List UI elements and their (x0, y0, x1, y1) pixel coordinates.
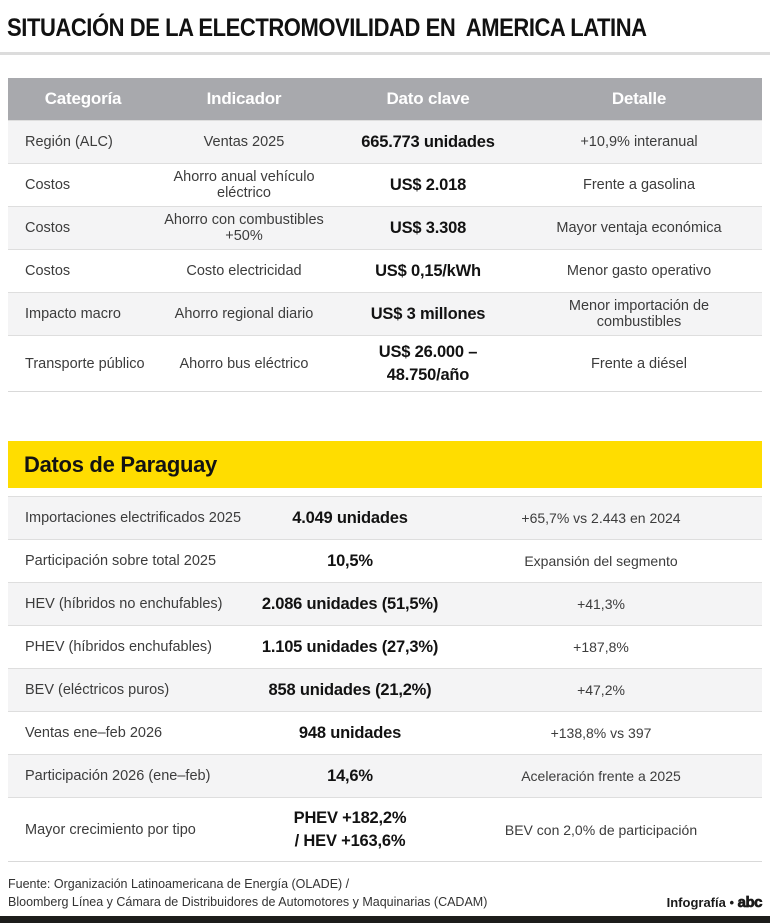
table-row: Transporte público Ahorro bus eléctrico … (8, 335, 762, 391)
cell-detail: +187,8% (573, 639, 629, 655)
cell-value: 14,6% (327, 766, 373, 785)
column-header-detalle: Detalle (611, 89, 667, 108)
title-divider (0, 52, 770, 55)
cell-dato-clave: US$ 3.308 (389, 218, 467, 237)
source-line-1: Fuente: Organización Latinoamericana de … (8, 876, 350, 891)
cell-label: Participación sobre total 2025 (25, 553, 217, 569)
cell-dato-clave: US$ 2.018 (389, 175, 467, 194)
table-row: Costos Ahorro con combustibles +50% US$ … (8, 206, 762, 249)
bottom-bar (0, 916, 770, 923)
paraguay-section-title: Datos de Paraguay (24, 451, 217, 477)
alc-table-header-row: Categoría Indicador Dato clave Detalle (8, 78, 762, 120)
cell-dato-clave: US$ 0,15/kWh (375, 261, 481, 280)
source-line-2: Bloomberg Línea y Cámara de Distribuidor… (8, 894, 488, 909)
alc-table: Categoría Indicador Dato clave Detalle R… (8, 78, 762, 392)
cell-categoria: Impacto macro (25, 306, 121, 322)
cell-categoria: Costos (25, 263, 71, 279)
cell-detalle: Mayor ventaja económica (556, 220, 722, 236)
cell-value: 1.105 unidades (27,3%) (261, 637, 439, 656)
cell-detail: +41,3% (577, 596, 625, 612)
cell-indicador: Costo electricidad (186, 263, 302, 279)
cell-detalle: Frente a gasolina (582, 177, 696, 193)
cell-indicador: Ahorro anual vehículo eléctrico (173, 169, 315, 201)
cell-label: Mayor crecimiento por tipo (25, 821, 196, 838)
infographic-credit: Infografía • abc (666, 894, 763, 912)
cell-value: 858 unidades (21,2%) (268, 680, 432, 699)
cell-categoria: Costos (25, 220, 71, 236)
cell-detail: +138,8% vs 397 (550, 725, 652, 741)
cell-value: 10,5% (327, 551, 373, 570)
table-row: Mayor crecimiento por tipo PHEV +182,2% … (8, 797, 762, 861)
cell-dato-clave: US$ 26.000 – 48.750/año (378, 343, 478, 384)
column-header-dato-clave: Dato clave (386, 89, 470, 108)
table-row: Participación 2026 (ene–feb) 14,6% Acele… (8, 754, 762, 797)
footer: Fuente: Organización Latinoamericana de … (8, 875, 763, 912)
cell-detalle: Menor gasto operativo (566, 263, 712, 279)
table-row: Costos Costo electricidad US$ 0,15/kWh M… (8, 249, 762, 292)
cell-indicador: Ahorro regional diario (174, 306, 314, 322)
cell-indicador: Ahorro con combustibles +50% (164, 212, 324, 244)
cell-label: Importaciones electrificados 2025 (25, 510, 242, 526)
column-header-categoria: Categoría (44, 89, 122, 108)
table-row: Impacto macro Ahorro regional diario US$… (8, 292, 762, 335)
cell-label: Participación 2026 (ene–feb) (25, 768, 211, 784)
cell-categoria: Región (ALC) (25, 134, 113, 150)
table-row: Importaciones electrificados 2025 4.049 … (8, 496, 762, 539)
table-row: HEV (híbridos no enchufables) 2.086 unid… (8, 582, 762, 625)
table-row: Costos Ahorro anual vehículo eléctrico U… (8, 163, 762, 206)
table-row: PHEV (híbridos enchufables) 1.105 unidad… (8, 625, 762, 668)
cell-detail: Aceleración frente a 2025 (521, 768, 681, 784)
source-attribution: Fuente: Organización Latinoamericana de … (8, 875, 487, 911)
credit-label: Infografía • (666, 895, 735, 910)
cell-label: PHEV (híbridos enchufables) (25, 639, 212, 655)
cell-detalle: Menor importación de combustibles (568, 298, 710, 330)
cell-label: Ventas ene–feb 2026 (25, 725, 163, 741)
cell-detail: +65,7% vs 2.443 en 2024 (521, 510, 681, 526)
abc-logo: abc (737, 894, 763, 912)
cell-detalle: Frente a diésel (591, 355, 687, 372)
table-row: Región (ALC) Ventas 2025 665.773 unidade… (8, 120, 762, 163)
cell-detail: +47,2% (577, 682, 625, 698)
cell-value: PHEV +182,2% / HEV +163,6% (293, 809, 407, 850)
cell-categoria: Costos (25, 177, 71, 193)
table-row: BEV (eléctricos puros) 858 unidades (21,… (8, 668, 762, 711)
cell-categoria: Transporte público (25, 355, 145, 372)
paraguay-section-banner: Datos de Paraguay (8, 441, 762, 488)
cell-label: BEV (eléctricos puros) (25, 682, 170, 698)
cell-indicador: Ahorro bus eléctrico (179, 355, 309, 372)
cell-detail: Expansión del segmento (524, 553, 678, 569)
cell-label: HEV (híbridos no enchufables) (25, 596, 223, 612)
cell-dato-clave: 665.773 unidades (361, 132, 495, 151)
table-row: Ventas ene–feb 2026 948 unidades +138,8%… (8, 711, 762, 754)
cell-value: 2.086 unidades (51,5%) (261, 594, 439, 613)
page-title: SITUACIÓN DE LA ELECTROMOVILIDAD EN AMER… (7, 14, 647, 42)
cell-indicador: Ventas 2025 (203, 134, 285, 150)
cell-detail: BEV con 2,0% de participación (504, 821, 698, 838)
paraguay-table: Importaciones electrificados 2025 4.049 … (8, 496, 762, 862)
cell-detalle: +10,9% interanual (580, 134, 698, 150)
table-row: Participación sobre total 2025 10,5% Exp… (8, 539, 762, 582)
column-header-indicador: Indicador (206, 89, 282, 108)
cell-value: 4.049 unidades (292, 508, 408, 527)
cell-value: 948 unidades (298, 723, 402, 742)
cell-dato-clave: US$ 3 millones (370, 304, 486, 323)
